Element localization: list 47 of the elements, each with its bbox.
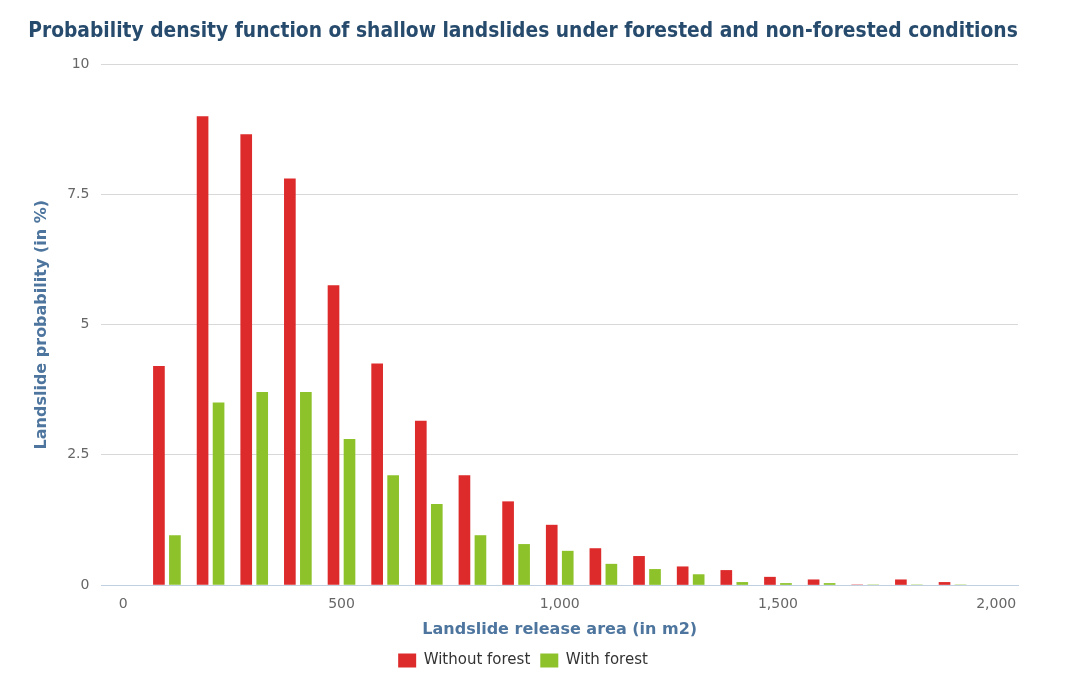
chart-title: Probability density function of shallow landslides under forested and non-forested conditions [28,16,1018,43]
bar [300,392,312,585]
y-axis-title: Landslide probability (in %) [30,199,50,450]
bar [938,582,951,585]
y-tick-label: 2.5 [67,445,90,462]
bar [474,535,487,585]
bar [561,550,574,585]
y-tick-label: 0 [80,575,90,592]
x-tick-label: 2,000 [976,595,1017,612]
bar [153,366,165,585]
x-tick-label: 1,500 [757,595,798,612]
bar [518,544,530,585]
bar [387,475,399,585]
bar [895,579,907,585]
bar [212,402,225,585]
legend-label: With forest [565,650,648,669]
bar [284,178,296,585]
legend-label: Without forest [423,650,531,669]
bar [196,116,209,585]
bar [692,574,705,585]
bar [256,392,269,585]
bar [649,569,661,585]
bar [169,535,181,585]
x-tick-label: 0 [118,595,128,612]
x-tick-label: 500 [328,595,355,612]
bar [589,548,602,585]
bar [414,420,427,585]
y-tick-label: 10 [71,55,90,72]
bar [545,524,558,585]
bar [371,363,383,585]
bar [736,582,749,585]
y-tick-label: 5 [80,315,90,332]
bar [605,563,618,585]
bar [240,134,253,585]
bar [458,475,471,585]
bar [502,501,514,585]
x-tick-label: 1,000 [539,595,580,612]
bar [327,285,340,585]
bar [343,438,356,585]
y-tick-label: 7.5 [67,185,90,202]
bar [430,503,443,585]
bar [633,556,645,585]
bar [764,576,776,585]
bar [807,579,820,585]
bar [676,566,689,585]
x-axis-title: Landslide release area (in m2) [422,618,698,638]
bar [720,570,733,585]
